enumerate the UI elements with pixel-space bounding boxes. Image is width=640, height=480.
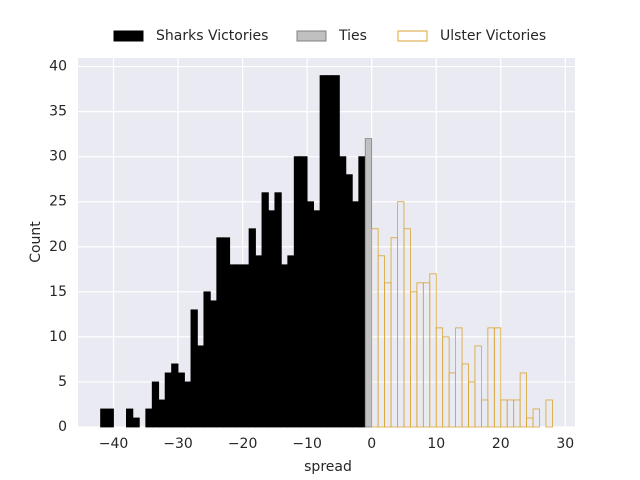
bar	[171, 363, 179, 428]
x-tick-label: 10	[427, 436, 445, 452]
bar	[493, 327, 502, 428]
bar	[358, 156, 366, 428]
y-tick-label: 30	[49, 149, 67, 165]
bar	[145, 408, 153, 428]
bar	[100, 408, 108, 428]
y-tick-label: 40	[49, 59, 67, 75]
x-tick-label: 20	[492, 436, 510, 452]
bar	[203, 291, 211, 428]
legend-label: Ulster Victories	[440, 28, 546, 44]
bar	[293, 156, 302, 428]
bar	[351, 201, 360, 428]
y-tick-label: 25	[49, 194, 67, 210]
bar	[545, 399, 553, 428]
bar	[235, 264, 243, 428]
bar	[164, 372, 172, 428]
legend-label: Ties	[338, 28, 367, 44]
bar	[280, 264, 289, 428]
x-tick-label: −10	[292, 436, 322, 452]
y-tick-label: 0	[58, 419, 67, 435]
bar	[222, 237, 231, 428]
x-axis-label: spread	[304, 459, 352, 475]
bar	[364, 138, 373, 428]
y-axis-label: Count	[28, 221, 44, 263]
bar	[519, 372, 527, 428]
bar	[184, 381, 192, 428]
bar	[158, 399, 166, 428]
bar	[106, 408, 114, 428]
bar	[132, 417, 140, 428]
bar	[209, 300, 218, 428]
bar	[332, 75, 340, 428]
bar	[326, 75, 334, 428]
bar	[242, 264, 250, 428]
bar	[313, 210, 321, 428]
y-tick-label: 20	[49, 239, 67, 255]
bar	[300, 156, 308, 428]
bar	[339, 156, 347, 428]
legend-label: Sharks Victories	[156, 28, 268, 44]
bar	[287, 255, 295, 428]
bar	[126, 408, 134, 428]
bar	[532, 408, 540, 428]
x-tick-label: −20	[228, 436, 258, 452]
legend-swatch	[296, 30, 327, 42]
bar	[177, 372, 185, 428]
bar	[216, 237, 224, 428]
x-tick-label: −40	[99, 436, 129, 452]
legend-swatch	[113, 30, 144, 42]
x-tick-label: 30	[556, 436, 574, 452]
bar	[229, 264, 237, 428]
bar	[255, 255, 263, 428]
bar	[306, 201, 314, 428]
y-tick-label: 35	[49, 104, 67, 120]
bar	[261, 192, 269, 428]
y-tick-label: 5	[58, 374, 67, 390]
bar	[319, 75, 327, 428]
x-tick-label: −30	[163, 436, 193, 452]
y-tick-label: 10	[49, 329, 67, 345]
legend-swatch	[397, 30, 428, 42]
bar	[190, 309, 198, 428]
x-tick-label: 0	[367, 436, 376, 452]
bar	[474, 345, 482, 428]
bar	[345, 174, 353, 428]
bar	[197, 345, 205, 428]
bar	[151, 381, 160, 428]
bar	[274, 192, 282, 428]
y-tick-label: 15	[49, 284, 67, 300]
bar	[268, 210, 276, 428]
bar	[248, 228, 256, 428]
